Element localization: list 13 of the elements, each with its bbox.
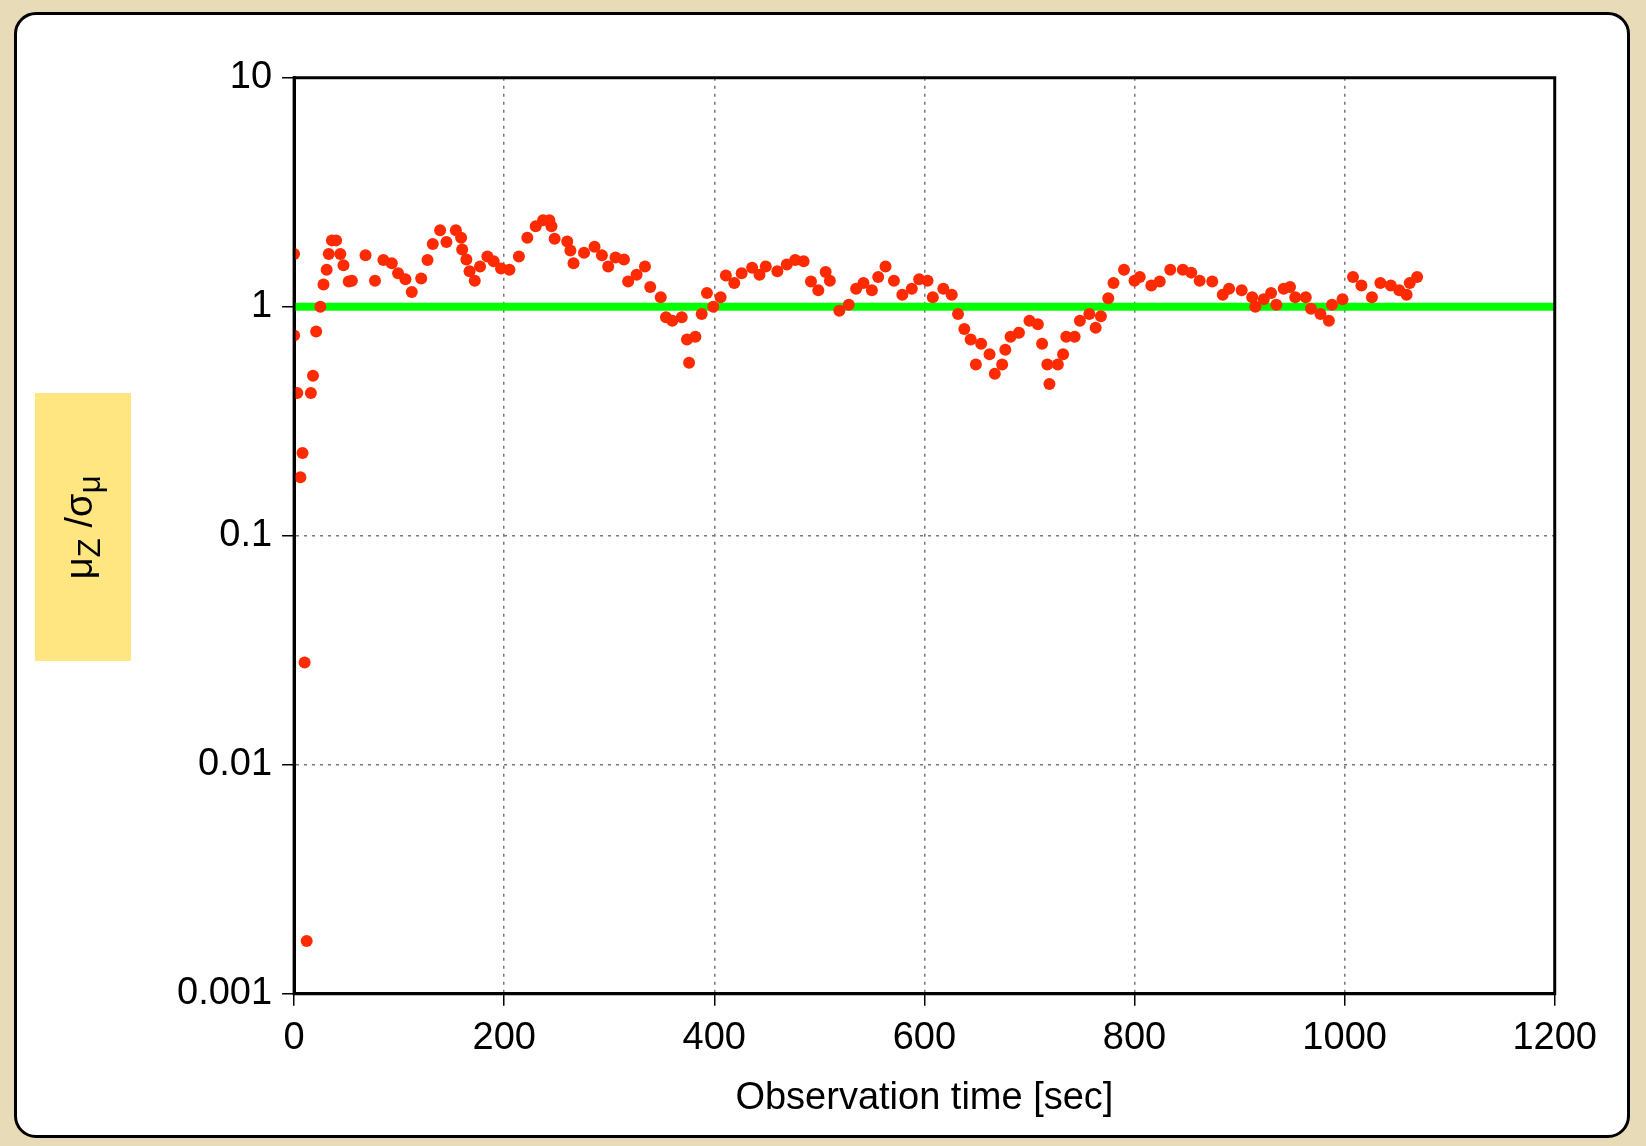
x-tick-label: 1000 [1302,1015,1387,1058]
x-tick-label: 600 [892,1015,957,1058]
x-tick-label: 200 [472,1015,536,1058]
x-axis-title: Observation time [sec] [735,1074,1114,1117]
y-tick-label: 10 [229,54,273,97]
y-tick-label: 1 [250,283,273,326]
y-tick-label: 0.001 [177,970,273,1013]
x-tick-label: 400 [682,1015,747,1058]
x-tick-label: 0 [283,1015,305,1058]
x-tick-label: 800 [1102,1015,1167,1058]
y-tick-label: 0.01 [198,741,273,784]
x-tick-label: 1200 [1512,1015,1598,1058]
y-tick-label: 0.1 [219,512,273,555]
